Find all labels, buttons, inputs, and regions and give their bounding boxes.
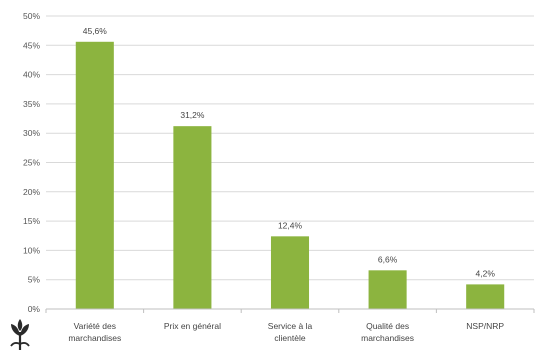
data-label: 4,2% xyxy=(476,268,496,278)
gridlines xyxy=(46,15,534,281)
y-axis-tick-labels: 0% 5% 10% 15% 20% 25% 30% 35% 40% 45% 50% xyxy=(23,11,40,314)
y-tick-label: 45% xyxy=(23,40,40,50)
plant-logo-icon xyxy=(10,319,30,350)
y-tick-label: 15% xyxy=(23,216,40,226)
category-labels: Variété des marchandises Prix en général Se… xyxy=(68,321,504,343)
data-labels: 45,6% 31,2% 12,4% 6,6% 4,2% xyxy=(83,26,496,279)
bar xyxy=(368,270,407,309)
category-label: Prix en général xyxy=(164,321,221,331)
category-label: Variété des marchandises xyxy=(68,321,121,343)
y-tick-label: 10% xyxy=(23,245,40,255)
data-label: 45,6% xyxy=(83,26,108,36)
category-label: Qualité des marchandises xyxy=(361,321,414,343)
bar xyxy=(75,41,114,310)
bars xyxy=(75,41,505,310)
y-tick-label: 40% xyxy=(23,70,40,80)
data-label: 12,4% xyxy=(278,220,303,230)
y-tick-label: 0% xyxy=(28,304,41,314)
bar xyxy=(173,126,212,309)
data-label: 6,6% xyxy=(378,254,398,264)
y-tick-label: 25% xyxy=(23,158,40,168)
y-tick-label: 30% xyxy=(23,128,40,138)
y-tick-label: 35% xyxy=(23,99,40,109)
bar xyxy=(466,284,505,309)
x-axis xyxy=(45,308,535,313)
y-tick-label: 5% xyxy=(28,275,41,285)
category-label: Service à la clientèle xyxy=(268,321,313,343)
y-tick-label: 20% xyxy=(23,187,40,197)
bar xyxy=(270,236,310,309)
data-label: 31,2% xyxy=(180,110,205,120)
y-tick-label: 50% xyxy=(23,11,40,21)
category-label: NSP/NRP xyxy=(466,321,504,331)
